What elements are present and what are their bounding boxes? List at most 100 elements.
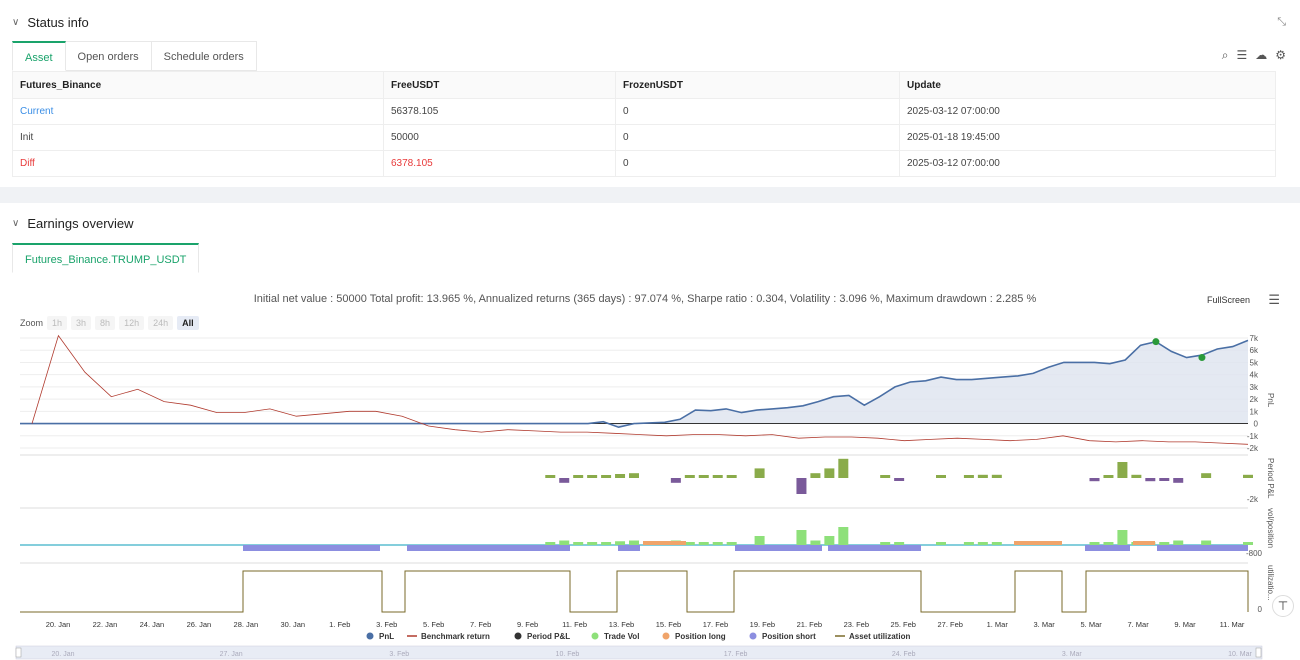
pnl-tick-label: -1k (1247, 432, 1259, 441)
x-tick-label: 22. Jan (93, 620, 118, 629)
zoom-1h-button[interactable]: 1h (47, 316, 68, 330)
x-tick-label: 28. Jan (234, 620, 259, 629)
earnings-header[interactable]: ∨ Earnings overview (12, 216, 134, 231)
trade-vol-bar (1173, 540, 1184, 545)
chevron-down-icon: ∨ (12, 218, 20, 229)
zoom-8h-button[interactable]: 8h (95, 316, 116, 330)
trade-vol-bar (573, 542, 584, 545)
cloud-download-icon[interactable]: ☁ (1255, 48, 1268, 62)
update-cell: 2025-03-12 07:00:00 (899, 150, 1276, 177)
navigator-label: 3. Mar (1062, 651, 1083, 658)
zoom-24h-button[interactable]: 24h (148, 316, 174, 330)
trade-vol-bar (615, 541, 626, 545)
legend-marker (366, 632, 374, 640)
period-pnl-bar (1159, 478, 1170, 481)
pnl-tick-label: 1k (1250, 407, 1259, 416)
asset-utilization-line (20, 570, 1249, 613)
zoom-controls: Zoom 1h 3h 8h 12h 24h All (20, 316, 199, 330)
gear-icon[interactable]: ⚙ (1275, 48, 1286, 62)
period-pnl-bar (936, 475, 946, 478)
x-tick-label: 15. Feb (656, 620, 681, 629)
legend-marker (591, 632, 599, 640)
period-pnl-bar (1117, 462, 1128, 478)
x-tick-label: 23. Feb (844, 620, 869, 629)
zoom-3h-button[interactable]: 3h (71, 316, 92, 330)
free-usdt-cell: 56378.105 (383, 98, 616, 125)
period-pnl-bar (587, 475, 598, 478)
tab-trump-usdt[interactable]: Futures_Binance.TRUMP_USDT (12, 243, 200, 273)
status-info-header[interactable]: ∨ Status info (12, 15, 89, 30)
pnl-tick-label: 0 (1254, 420, 1259, 429)
navigator-handle-right (1255, 647, 1262, 658)
x-tick-label: 13. Feb (609, 620, 634, 629)
position-long-bar (1133, 541, 1155, 545)
x-tick-label: 11. Feb (562, 620, 587, 629)
position-short-bar (1085, 545, 1130, 551)
free-usdt-cell: 6378.105 (383, 150, 616, 177)
position-short-bar (735, 545, 822, 551)
position-short-bar (407, 545, 570, 551)
position-short-bar (243, 545, 380, 551)
tab-open-orders[interactable]: Open orders (65, 41, 152, 71)
free-usdt-cell: 50000 (383, 124, 616, 151)
trade-vol-bar (977, 542, 988, 545)
period-pnl-bar (615, 474, 626, 478)
scroll-to-top-icon[interactable]: ⊤ (1272, 595, 1294, 617)
list-icon[interactable]: ☰ (1236, 48, 1248, 62)
trade-vol-bar (1089, 542, 1100, 545)
period-pnl-bar (824, 468, 835, 478)
x-tick-label: 7. Mar (1127, 620, 1149, 629)
trade-vol-bar (629, 540, 639, 545)
x-tick-label: 21. Feb (797, 620, 822, 629)
zoom-all-button[interactable]: All (177, 316, 199, 330)
navigator-label: 20. Jan (52, 651, 75, 658)
x-tick-label: 7. Feb (470, 620, 491, 629)
x-tick-label: 30. Jan (280, 620, 305, 629)
trade-vol-bar (838, 527, 849, 545)
navigator-label: 17. Feb (724, 651, 748, 658)
period-pnl-bar (1131, 474, 1142, 478)
fullscreen-button[interactable]: FullScreen (1206, 295, 1250, 305)
column-header: Futures_Binance (12, 71, 384, 99)
performance-summary: Initial net value : 50000 Total profit: … (253, 293, 1037, 305)
period-pnl-bar (726, 475, 737, 478)
util-axis-label: utilizatio... (1266, 565, 1275, 601)
period-pnl-bar (977, 474, 988, 478)
trade-vol-bar (963, 542, 974, 545)
row-label: Diff (12, 150, 384, 177)
pnl-tick-label: 3k (1250, 383, 1259, 392)
navigator-label: 24. Feb (892, 651, 916, 658)
pnl-tick-label: 6k (1250, 346, 1259, 355)
navigator-label: 3. Feb (389, 651, 409, 658)
x-tick-label: 25. Feb (891, 620, 916, 629)
search-icon[interactable]: ⌕ (1221, 48, 1229, 62)
trade-vol-bar (712, 542, 723, 545)
trade-vol-bar (936, 542, 946, 545)
period-pnl-bar (754, 468, 765, 478)
period-pnl-bar (1089, 478, 1100, 482)
tab-asset[interactable]: Asset (12, 41, 66, 71)
x-tick-label: 1. Mar (987, 620, 1009, 629)
table-row: Init 50000 0 2025-01-18 19:45:00 (12, 124, 1276, 151)
trade-vol-bar (684, 542, 695, 545)
chevron-down-icon: ∨ (12, 17, 20, 28)
menu-icon[interactable]: ☰ (1268, 292, 1280, 307)
legend-marker (749, 632, 757, 640)
trade-vol-bar (754, 536, 765, 545)
expand-icon[interactable]: ⤡ (1277, 16, 1286, 28)
tab-schedule-orders[interactable]: Schedule orders (151, 41, 257, 71)
legend-label: PnL (379, 632, 394, 641)
x-tick-label: 9. Feb (517, 620, 538, 629)
table-row: Current 56378.105 0 2025-03-12 07:00:00 (12, 98, 1276, 125)
period-pnl-bar (991, 474, 1002, 478)
navigator-label: 10. Feb (556, 651, 580, 658)
legend-label: Period P&L (527, 632, 570, 641)
navigator-label: 10. Mar (1228, 651, 1252, 658)
trade-vol-bar (880, 542, 891, 545)
x-tick-label: 17. Feb (703, 620, 728, 629)
trade-vol-bar (1117, 530, 1128, 545)
zoom-12h-button[interactable]: 12h (119, 316, 145, 330)
pnl-tick-label: 5k (1250, 358, 1259, 367)
legend-label: Trade Vol (604, 632, 639, 641)
util-tick-label: 0 (1258, 605, 1263, 614)
